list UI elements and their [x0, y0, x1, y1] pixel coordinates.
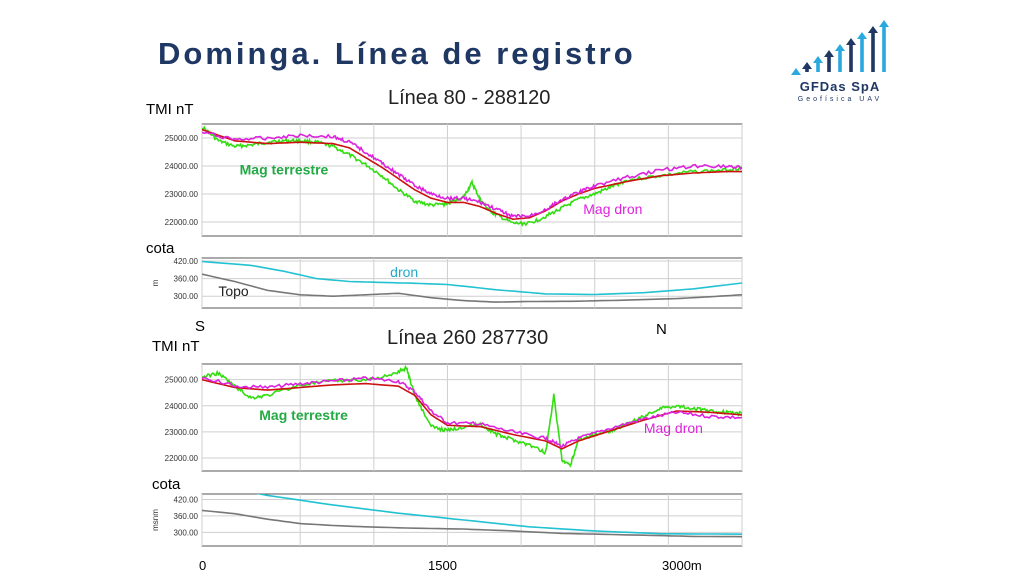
- tmi-label-1: TMI nT: [146, 101, 194, 118]
- x-label-0: 0: [199, 558, 207, 573]
- annotation-label: Mag terrestre: [240, 161, 329, 177]
- series-line-mag-filtrada: [202, 128, 742, 221]
- chart-title-line260: Línea 260 287730: [387, 327, 549, 349]
- logo-arrow: [846, 38, 856, 72]
- cota-label-2: cota: [152, 476, 181, 493]
- logo-arrow: [857, 32, 867, 72]
- y-tick-label: 420.00: [174, 257, 199, 266]
- logo-arrow: [791, 68, 801, 75]
- y-tick-label: 25000.00: [165, 376, 199, 385]
- annotation-label: Mag terrestre: [259, 407, 348, 423]
- logo-arrow: [802, 62, 812, 72]
- x-label-1500: 1500: [428, 558, 457, 573]
- y-unit-label: m: [151, 279, 160, 286]
- y-tick-label: 420.00: [174, 495, 199, 504]
- line260-mag-plot: 25000.00 24000.00 23000.00 22000.00 Mag terr…: [165, 363, 743, 472]
- logo-arrow: [824, 50, 834, 72]
- y-tick-label: 23000.00: [165, 190, 199, 199]
- line80-cota-plot: 420.00 360.00 300.00 m dron Topo: [151, 257, 743, 309]
- x-label-3000: 3000m: [662, 558, 702, 573]
- series-line-topo: [202, 509, 742, 538]
- y-tick-label: 360.00: [174, 275, 199, 284]
- y-tick-label: 360.00: [174, 512, 199, 521]
- logo-arrow: [879, 20, 889, 72]
- plot-frame: [201, 493, 743, 547]
- rising-arrows-icon: [791, 20, 889, 75]
- series-line-mag-terrestre: [202, 125, 742, 227]
- chart-title-line80: Línea 80 - 288120: [388, 87, 551, 109]
- logo-subtitle: Geofísica UAV: [797, 96, 883, 103]
- y-tick-label: 300.00: [174, 528, 199, 537]
- series-line-dron: [255, 494, 742, 535]
- logo-arrow: [835, 44, 845, 72]
- annotation-label: Mag dron: [644, 420, 703, 436]
- tmi-label-2: TMI nT: [152, 338, 200, 355]
- slide-title: Dominga. Línea de registro: [158, 36, 636, 71]
- series-line-mag-dron: [202, 376, 742, 449]
- y-tick-label: 22000.00: [165, 218, 199, 227]
- y-tick-label: 25000.00: [165, 134, 199, 143]
- y-tick-label: 22000.00: [165, 454, 199, 463]
- line260-cota-plot: 420.00 360.00 300.00 msnm: [151, 493, 743, 547]
- cota-label-1: cota: [146, 240, 175, 257]
- series-line-mag-filtrada: [202, 378, 742, 450]
- y-unit-label: msnm: [151, 509, 160, 531]
- logo-name: GFDas SpA: [799, 79, 881, 94]
- series-line-topo: [202, 273, 742, 303]
- y-tick-label: 23000.00: [165, 428, 199, 437]
- series-line-dron: [202, 260, 742, 296]
- logo-arrow: [868, 26, 878, 72]
- series-line-mag-dron: [202, 131, 742, 220]
- line80-mag-plot: 25000.00 24000.00 23000.00 22000.00 Mag terr…: [165, 123, 743, 237]
- y-tick-label: 24000.00: [165, 162, 199, 171]
- north-label: N: [656, 321, 667, 338]
- annotation-label: dron: [390, 264, 418, 280]
- logo-arrow: [813, 56, 823, 72]
- south-label: S: [195, 318, 206, 335]
- y-tick-label: 300.00: [174, 292, 199, 301]
- annotation-label: Topo: [218, 283, 249, 299]
- y-tick-label: 24000.00: [165, 402, 199, 411]
- annotation-label: Mag dron: [583, 201, 642, 217]
